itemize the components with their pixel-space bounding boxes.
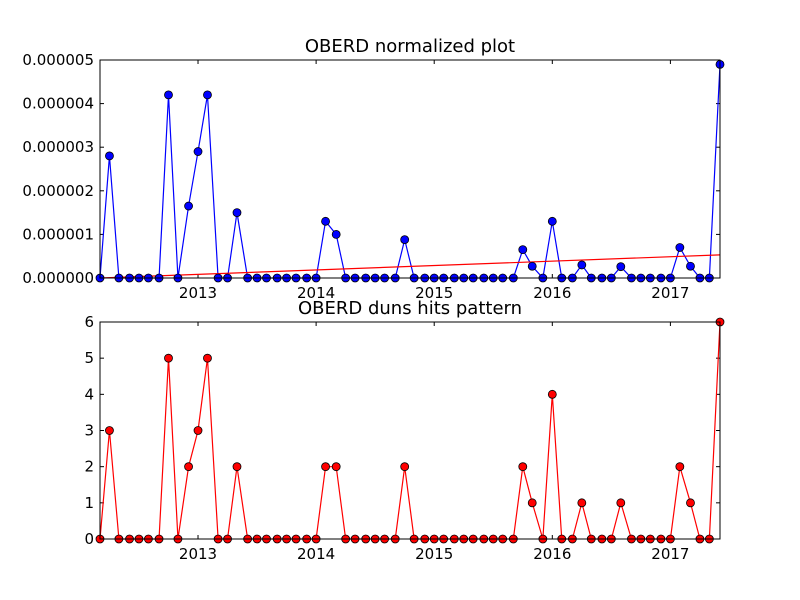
chart-title: OBERD normalized plot <box>305 36 515 57</box>
axis-ticks: 2013 2014 2015 2016 2017 0.000000 0.000001 0.00… <box>22 51 720 302</box>
data-point <box>164 90 173 100</box>
y-tick-label: 0.000000 <box>22 269 94 287</box>
data-point <box>527 261 537 271</box>
y-tick-label: 4 <box>84 385 94 403</box>
data-point <box>193 147 203 156</box>
data-point <box>321 462 330 472</box>
series-line <box>99 64 721 280</box>
data-point <box>232 462 242 472</box>
data-point <box>616 262 626 272</box>
x-tick-label: 2017 <box>651 545 689 563</box>
data-point <box>184 201 193 211</box>
data-point <box>331 229 341 239</box>
x-tick-label: 2014 <box>297 284 335 302</box>
normalized-plot-panel: OBERD normalized plot 2013 2014 2015 2016 20… <box>22 36 725 302</box>
data-point <box>675 462 685 472</box>
data-point <box>686 261 695 271</box>
data-point <box>518 245 528 255</box>
series-lines <box>99 321 721 540</box>
data-point <box>321 216 330 226</box>
y-tick-label: 0.000004 <box>22 95 94 113</box>
data-point <box>686 498 695 508</box>
x-tick-label: 2016 <box>533 545 571 563</box>
chart-title: OBERD duns hits pattern <box>298 298 522 319</box>
x-tick-label: 2015 <box>415 545 453 563</box>
y-tick-label: 1 <box>84 494 94 512</box>
data-point <box>400 462 410 472</box>
x-tick-label: 2013 <box>179 545 217 563</box>
data-point <box>184 462 193 472</box>
axis-ticks: 2013 2014 2015 2016 2017 0 1 2 3 4 5 6 <box>84 313 720 563</box>
hits-pattern-panel: OBERD duns hits pattern 2013 2014 2015 2016… <box>84 298 725 563</box>
plot-frame <box>99 59 721 279</box>
data-point <box>577 260 587 270</box>
x-tick-label: 2015 <box>415 284 453 302</box>
data-point <box>203 90 212 100</box>
y-tick-label: 0.000003 <box>22 138 94 156</box>
y-tick-label: 5 <box>84 349 94 367</box>
x-tick-label: 2017 <box>651 284 689 302</box>
trend-line <box>99 254 721 279</box>
data-point <box>164 353 173 363</box>
x-tick-label: 2013 <box>179 284 217 302</box>
y-tick-label: 0 <box>84 530 94 548</box>
data-point <box>577 498 587 508</box>
data-point <box>331 462 341 472</box>
data-point <box>400 235 410 245</box>
data-point <box>547 216 557 226</box>
data-point <box>105 426 114 435</box>
data-point <box>616 498 626 508</box>
data-point <box>203 353 212 363</box>
x-tick-label: 2014 <box>297 545 335 563</box>
y-tick-label: 0.000005 <box>22 51 94 69</box>
data-point <box>527 498 537 508</box>
data-point <box>675 243 685 252</box>
x-tick-label: 2016 <box>533 284 571 302</box>
y-tick-label: 6 <box>84 313 94 331</box>
data-point <box>547 389 557 399</box>
y-tick-label: 2 <box>84 458 94 476</box>
y-tick-label: 0.000002 <box>22 182 94 200</box>
plot-frame <box>99 321 721 540</box>
data-point <box>193 426 203 435</box>
y-tick-label: 3 <box>84 422 94 440</box>
series-line <box>99 321 721 540</box>
data-point <box>518 462 528 472</box>
data-point <box>232 208 242 218</box>
y-tick-label: 0.000001 <box>22 225 94 243</box>
series-lines <box>99 64 721 280</box>
series-points <box>95 59 725 283</box>
data-point <box>105 151 114 161</box>
